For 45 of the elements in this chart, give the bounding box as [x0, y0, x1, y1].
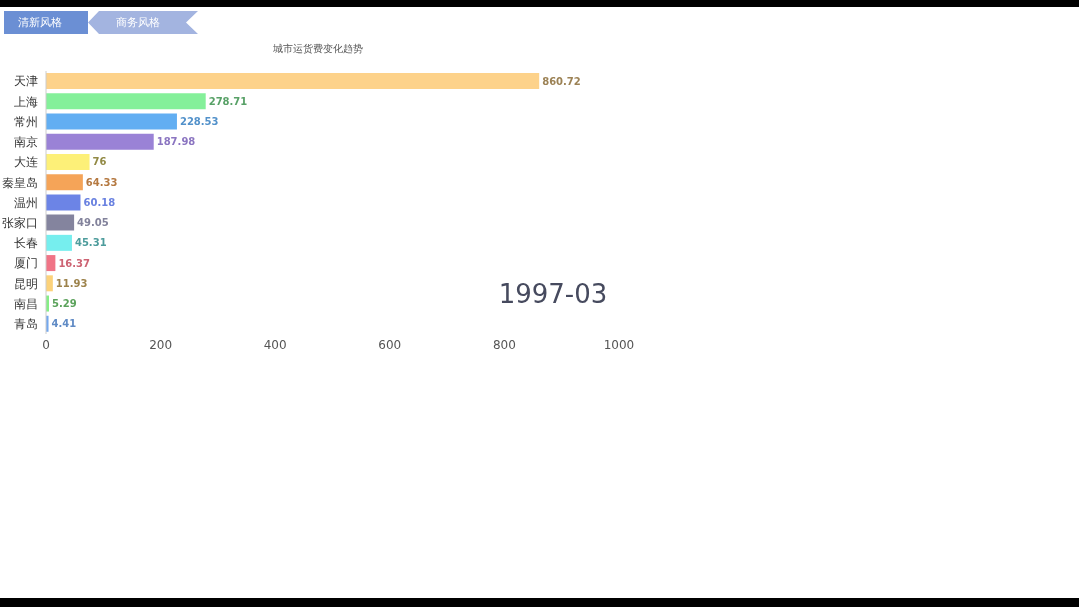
- data-label: 860.72: [542, 75, 581, 87]
- x-tick-label: 1000: [603, 337, 635, 352]
- annotation: 1997-03: [497, 279, 609, 309]
- y-tick-label: 大连: [14, 155, 38, 170]
- data-label: 5.29: [52, 298, 77, 310]
- tab-button: 商务风格: [88, 11, 198, 34]
- bar: [46, 113, 177, 130]
- y-tick-label: 南京: [14, 135, 38, 150]
- data-label: 228.53: [179, 115, 219, 127]
- data-label: 187.98: [156, 136, 196, 148]
- bar: [46, 133, 154, 150]
- x-tick-label: 400: [263, 337, 287, 352]
- chart-title: 城市运货费变化趋势: [272, 42, 364, 56]
- data-label: 16.37: [58, 257, 91, 269]
- x-tick-label: 600: [378, 337, 402, 352]
- data-label: 64.33: [85, 176, 118, 188]
- data-label: 76: [92, 156, 107, 168]
- data-label: 278.71: [208, 95, 248, 107]
- x-tick-label: 200: [149, 337, 173, 352]
- y-tick-label: 秦皇岛: [2, 175, 38, 190]
- tab-button: 清新风格: [4, 11, 88, 34]
- data-label: 45.31: [74, 237, 107, 249]
- bar: [46, 73, 540, 89]
- data-label: 4.41: [51, 318, 77, 330]
- bar: [46, 93, 206, 110]
- y-tick-label: 张家口: [2, 215, 38, 230]
- y-tick-label: 长春: [14, 236, 38, 251]
- data-label: 60.18: [83, 196, 116, 208]
- data-label: 11.93: [55, 277, 88, 289]
- x-tick-label: 0: [42, 337, 50, 352]
- y-tick-label: 上海: [14, 94, 38, 109]
- y-tick-label: 常州: [14, 114, 38, 129]
- bar: [46, 214, 75, 231]
- y-tick-label: 温州: [14, 195, 38, 210]
- data-label: 49.05: [77, 217, 109, 229]
- y-tick-label: 青岛: [14, 317, 38, 332]
- bar: [46, 194, 81, 211]
- bar: [46, 153, 90, 170]
- y-tick-label: 昆明: [14, 276, 38, 291]
- y-tick-label: 南昌: [14, 296, 38, 311]
- bar: [46, 234, 72, 251]
- x-tick-label: 800: [492, 337, 516, 352]
- y-tick-label: 天津: [14, 74, 38, 89]
- bar: [46, 174, 83, 191]
- y-tick-label: 厦门: [14, 256, 38, 271]
